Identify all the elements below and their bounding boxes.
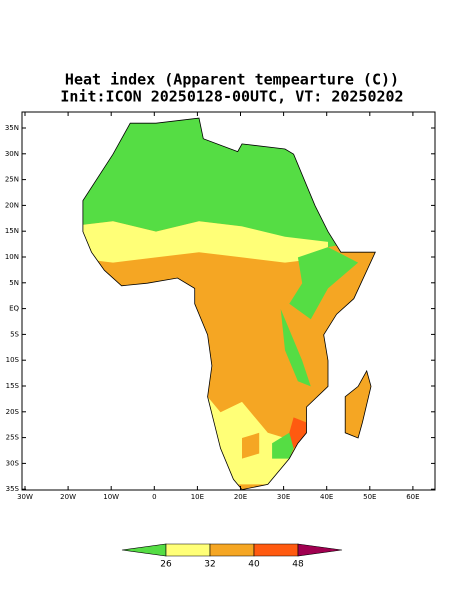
heat-zone <box>280 309 311 387</box>
lat-label: 15N <box>5 227 19 235</box>
lat-label: 20N <box>5 201 19 209</box>
lat-label: 25S <box>6 434 20 442</box>
colorbar-segment <box>297 543 343 557</box>
colorbar-segment <box>253 543 299 557</box>
lat-label: 30S <box>6 459 20 467</box>
lat-label: 10N <box>5 253 19 261</box>
lat-label: EQ <box>9 305 19 313</box>
lat-label: 30N <box>5 150 19 158</box>
lat-label: 10S <box>6 356 20 364</box>
colorbar-label: 48 <box>292 560 304 570</box>
lat-label: 15S <box>6 382 20 390</box>
lat-label: 5N <box>9 279 19 287</box>
colorbar-label: 26 <box>160 560 172 570</box>
lat-label: 20S <box>6 408 20 416</box>
lon-label: 30E <box>277 493 290 501</box>
lon-label: 30W <box>17 493 33 501</box>
lon-label: 50E <box>363 493 376 501</box>
lat-label: 25N <box>5 176 19 184</box>
title: Heat index (Apparent tempearture (C)) <box>65 71 399 89</box>
lon-label: 20W <box>60 493 76 501</box>
colorbar-segment <box>209 543 255 557</box>
heat-zone <box>82 221 328 263</box>
subtitle: Init:ICON 20250128-00UTC, VT: 20250202 <box>60 88 403 106</box>
coastline <box>82 117 376 491</box>
lon-label: 0 <box>152 493 156 501</box>
lon-label: 40E <box>320 493 333 501</box>
lon-label: 60E <box>406 493 419 501</box>
lat-label: 35N <box>5 124 19 132</box>
map-frame <box>21 111 436 491</box>
lat-label: 35S <box>6 485 20 493</box>
colorbar-label: 40 <box>248 560 260 570</box>
colorbar-label: 32 <box>204 560 215 570</box>
heat-zone <box>242 432 260 459</box>
heat-zone <box>289 247 359 320</box>
colorbar-segment <box>165 543 211 557</box>
lon-label: 20E <box>234 493 247 501</box>
lat-label: 5S <box>10 330 19 338</box>
lon-label: 10W <box>103 493 119 501</box>
lon-label: 10E <box>191 493 204 501</box>
